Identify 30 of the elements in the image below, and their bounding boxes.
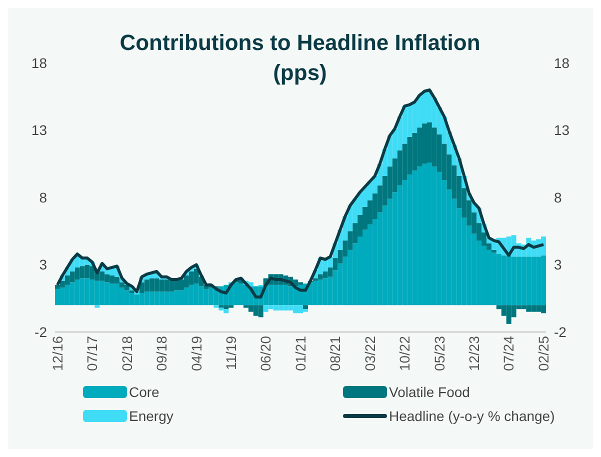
legend-label: Volatile Food (389, 384, 470, 400)
x-tick-label: 05/23 (431, 336, 448, 372)
y2-tick-label: 8 (554, 189, 562, 206)
x-tick-label: 12/16 (49, 336, 66, 372)
legend-label: Headline (y-o-y % change) (389, 408, 555, 424)
y2-tick-label: 13 (554, 122, 570, 138)
x-tick-label: 02/18 (118, 336, 135, 372)
y-tick-label: -2 (34, 324, 48, 340)
y-tick-label: 18 (31, 54, 48, 71)
x-tick-label: 10/22 (396, 336, 413, 372)
y-tick-label: 3 (39, 256, 48, 273)
x-tick-label: 04/19 (188, 336, 204, 372)
x-tick-label: 08/21 (327, 336, 344, 372)
y-tick-label: 13 (31, 122, 48, 138)
y-tick-label: 8 (39, 189, 48, 206)
y2-tick-label: 3 (554, 256, 562, 273)
legend-label: Core (129, 384, 160, 400)
x-tick-label: 12/23 (466, 336, 482, 372)
x-tick-label: 02/25 (535, 336, 552, 372)
legend-label: Energy (129, 408, 174, 424)
x-tick-label: 07/24 (500, 336, 517, 372)
x-tick-label: 09/18 (154, 336, 170, 372)
x-tick-label: 01/21 (292, 336, 308, 372)
x-tick-label: 07/17 (84, 336, 100, 372)
y2-tick-label: -2 (554, 324, 567, 340)
x-tick-label: 11/19 (223, 336, 240, 370)
y2-tick-label: 18 (554, 54, 570, 71)
chart-title: Contributions to Headline Inflation (pps) (118, 29, 482, 87)
x-tick-label: 03/22 (362, 336, 378, 372)
x-tick-label: 06/20 (258, 336, 274, 372)
